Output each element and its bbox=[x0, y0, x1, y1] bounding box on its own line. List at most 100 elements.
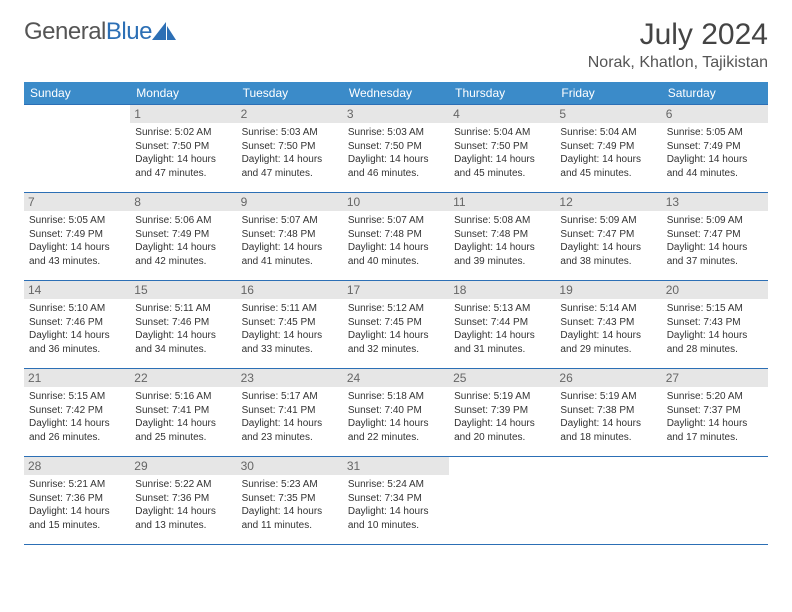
calendar-cell: 19 Sunrise: 5:14 AMSunset: 7:43 PMDayligh… bbox=[555, 281, 661, 369]
header: GeneralBlue July 2024 Norak, Khatlon, Ta… bbox=[24, 18, 768, 78]
calendar-cell: 24 Sunrise: 5:18 AMSunset: 7:40 PMDayligh… bbox=[343, 369, 449, 457]
day-number: 11 bbox=[449, 193, 555, 211]
calendar-table: SundayMondayTuesdayWednesdayThursdayFrid… bbox=[24, 82, 768, 545]
day-number: 29 bbox=[130, 457, 236, 475]
day-info: Sunrise: 5:23 AMSunset: 7:35 PMDaylight:… bbox=[242, 478, 338, 532]
day-number: 4 bbox=[449, 105, 555, 123]
weekday-header: Sunday bbox=[24, 82, 130, 105]
day-number: 23 bbox=[237, 369, 343, 387]
day-number: 17 bbox=[343, 281, 449, 299]
day-info: Sunrise: 5:08 AMSunset: 7:48 PMDaylight:… bbox=[454, 214, 550, 268]
day-number: 1 bbox=[130, 105, 236, 123]
calendar-cell: 23Sunrise: 5:17 AMSunset: 7:41 PMDayligh… bbox=[237, 369, 343, 457]
day-info: Sunrise: 5:14 AMSunset: 7:43 PMDaylight:… bbox=[560, 302, 656, 356]
weekday-header: Monday bbox=[130, 82, 236, 105]
calendar-cell: 27 Sunrise: 5:20 AMSunset: 7:37 PMDayligh… bbox=[662, 369, 768, 457]
location-label: Norak, Khatlon, Tajikistan bbox=[588, 54, 768, 72]
brand-prefix: General bbox=[24, 18, 106, 45]
calendar-cell: 29 Sunrise: 5:22 AMSunset: 7:36 PMDayligh… bbox=[130, 457, 236, 545]
day-info: Sunrise: 5:04 AMSunset: 7:49 PMDaylight:… bbox=[560, 126, 656, 180]
day-number: 28 bbox=[24, 457, 130, 475]
calendar-cell: 30Sunrise: 5:23 AMSunset: 7:35 PMDayligh… bbox=[237, 457, 343, 545]
weekday-header: Saturday bbox=[662, 82, 768, 105]
day-info: Sunrise: 5:16 AMSunset: 7:41 PMDaylight:… bbox=[135, 390, 231, 444]
calendar-header-row: SundayMondayTuesdayWednesdayThursdayFrid… bbox=[24, 82, 768, 105]
calendar-cell: 17 Sunrise: 5:12 AMSunset: 7:45 PMDayligh… bbox=[343, 281, 449, 369]
day-info: Sunrise: 5:02 AMSunset: 7:50 PMDaylight:… bbox=[135, 126, 231, 180]
day-number: 12 bbox=[555, 193, 661, 211]
brand-logo: GeneralBlue bbox=[24, 18, 178, 49]
day-info: Sunrise: 5:21 AMSunset: 7:36 PMDaylight:… bbox=[29, 478, 125, 532]
day-number: 31 bbox=[343, 457, 449, 475]
sail-icon bbox=[152, 22, 178, 49]
calendar-cell: 6 Sunrise: 5:05 AMSunset: 7:49 PMDaylight… bbox=[662, 105, 768, 193]
day-info: Sunrise: 5:19 AMSunset: 7:39 PMDaylight:… bbox=[454, 390, 550, 444]
calendar-cell: 12 Sunrise: 5:09 AMSunset: 7:47 PMDayligh… bbox=[555, 193, 661, 281]
day-info: Sunrise: 5:03 AMSunset: 7:50 PMDaylight:… bbox=[242, 126, 338, 180]
day-number: 18 bbox=[449, 281, 555, 299]
day-number: 26 bbox=[555, 369, 661, 387]
calendar-cell: 28 Sunrise: 5:21 AMSunset: 7:36 PMDayligh… bbox=[24, 457, 130, 545]
calendar-cell: 10Sunrise: 5:07 AMSunset: 7:48 PMDayligh… bbox=[343, 193, 449, 281]
day-info: Sunrise: 5:12 AMSunset: 7:45 PMDaylight:… bbox=[348, 302, 444, 356]
day-info: Sunrise: 5:18 AMSunset: 7:40 PMDaylight:… bbox=[348, 390, 444, 444]
day-info: Sunrise: 5:09 AMSunset: 7:47 PMDaylight:… bbox=[667, 214, 763, 268]
day-info: Sunrise: 5:11 AMSunset: 7:45 PMDaylight:… bbox=[242, 302, 338, 356]
calendar-cell: 8Sunrise: 5:06 AMSunset: 7:49 PMDaylight… bbox=[130, 193, 236, 281]
weekday-header: Thursday bbox=[449, 82, 555, 105]
page-title: July 2024 bbox=[588, 18, 768, 52]
weekday-header: Wednesday bbox=[343, 82, 449, 105]
calendar-cell: 16 Sunrise: 5:11 AMSunset: 7:45 PMDayligh… bbox=[237, 281, 343, 369]
weekday-header: Friday bbox=[555, 82, 661, 105]
calendar-cell: 9 Sunrise: 5:07 AMSunset: 7:48 PMDaylight… bbox=[237, 193, 343, 281]
calendar-cell: 11 Sunrise: 5:08 AMSunset: 7:48 PMDayligh… bbox=[449, 193, 555, 281]
day-number: 13 bbox=[662, 193, 768, 211]
calendar-cell: 26Sunrise: 5:19 AMSunset: 7:38 PMDayligh… bbox=[555, 369, 661, 457]
day-number: 7 bbox=[24, 193, 130, 211]
day-number: 3 bbox=[343, 105, 449, 123]
calendar-cell: . bbox=[555, 457, 661, 545]
day-info: Sunrise: 5:04 AMSunset: 7:50 PMDaylight:… bbox=[454, 126, 550, 180]
day-number: 21 bbox=[24, 369, 130, 387]
calendar-cell: 14Sunrise: 5:10 AMSunset: 7:46 PMDayligh… bbox=[24, 281, 130, 369]
weekday-header: Tuesday bbox=[237, 82, 343, 105]
day-number: 27 bbox=[662, 369, 768, 387]
calendar-cell: 4 Sunrise: 5:04 AMSunset: 7:50 PMDaylight… bbox=[449, 105, 555, 193]
day-info: Sunrise: 5:03 AMSunset: 7:50 PMDaylight:… bbox=[348, 126, 444, 180]
day-number: 6 bbox=[662, 105, 768, 123]
calendar-cell: 15Sunrise: 5:11 AMSunset: 7:46 PMDayligh… bbox=[130, 281, 236, 369]
day-number: 10 bbox=[343, 193, 449, 211]
calendar-cell: 20 Sunrise: 5:15 AMSunset: 7:43 PMDayligh… bbox=[662, 281, 768, 369]
day-number: 2 bbox=[237, 105, 343, 123]
calendar-cell: 18 Sunrise: 5:13 AMSunset: 7:44 PMDayligh… bbox=[449, 281, 555, 369]
day-info: Sunrise: 5:22 AMSunset: 7:36 PMDaylight:… bbox=[135, 478, 231, 532]
calendar-cell: 13 Sunrise: 5:09 AMSunset: 7:47 PMDayligh… bbox=[662, 193, 768, 281]
day-info: Sunrise: 5:09 AMSunset: 7:47 PMDaylight:… bbox=[560, 214, 656, 268]
calendar-cell: 21 Sunrise: 5:15 AMSunset: 7:42 PMDayligh… bbox=[24, 369, 130, 457]
calendar-cell: . bbox=[24, 105, 130, 193]
day-info: Sunrise: 5:24 AMSunset: 7:34 PMDaylight:… bbox=[348, 478, 444, 532]
day-info: Sunrise: 5:05 AMSunset: 7:49 PMDaylight:… bbox=[29, 214, 125, 268]
day-number: 16 bbox=[237, 281, 343, 299]
day-info: Sunrise: 5:20 AMSunset: 7:37 PMDaylight:… bbox=[667, 390, 763, 444]
calendar-body: .1Sunrise: 5:02 AMSunset: 7:50 PMDayligh… bbox=[24, 105, 768, 545]
day-info: Sunrise: 5:15 AMSunset: 7:43 PMDaylight:… bbox=[667, 302, 763, 356]
calendar-cell: 3 Sunrise: 5:03 AMSunset: 7:50 PMDaylight… bbox=[343, 105, 449, 193]
day-number: 20 bbox=[662, 281, 768, 299]
day-info: Sunrise: 5:05 AMSunset: 7:49 PMDaylight:… bbox=[667, 126, 763, 180]
brand-suffix: Blue bbox=[106, 18, 152, 45]
day-number: 24 bbox=[343, 369, 449, 387]
calendar-cell: 25Sunrise: 5:19 AMSunset: 7:39 PMDayligh… bbox=[449, 369, 555, 457]
day-number: 9 bbox=[237, 193, 343, 211]
calendar-cell: 22Sunrise: 5:16 AMSunset: 7:41 PMDayligh… bbox=[130, 369, 236, 457]
calendar-cell: 7 Sunrise: 5:05 AMSunset: 7:49 PMDaylight… bbox=[24, 193, 130, 281]
day-info: Sunrise: 5:13 AMSunset: 7:44 PMDaylight:… bbox=[454, 302, 550, 356]
day-info: Sunrise: 5:07 AMSunset: 7:48 PMDaylight:… bbox=[242, 214, 338, 268]
calendar-cell: 2 Sunrise: 5:03 AMSunset: 7:50 PMDaylight… bbox=[237, 105, 343, 193]
day-info: Sunrise: 5:06 AMSunset: 7:49 PMDaylight:… bbox=[135, 214, 231, 268]
brand-text: GeneralBlue bbox=[24, 18, 152, 46]
calendar-cell: 1 Sunrise: 5:02 AMSunset: 7:50 PMDaylight… bbox=[130, 105, 236, 193]
day-number: 19 bbox=[555, 281, 661, 299]
day-number: 14 bbox=[24, 281, 130, 299]
day-info: Sunrise: 5:15 AMSunset: 7:42 PMDaylight:… bbox=[29, 390, 125, 444]
